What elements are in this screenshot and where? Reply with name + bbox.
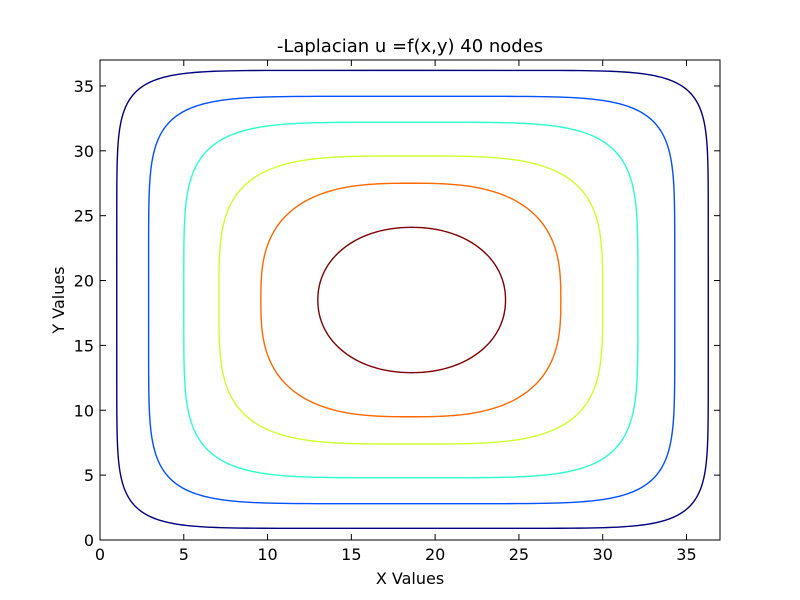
y-tick-label: 15 xyxy=(74,336,94,355)
y-tick-label: 25 xyxy=(74,207,94,226)
y-tick-label: 0 xyxy=(84,531,94,550)
y-tick-label: 30 xyxy=(74,142,94,161)
y-axis-label: Y Values xyxy=(49,266,68,334)
y-tick-label: 35 xyxy=(74,77,94,96)
x-tick-label: 30 xyxy=(593,545,613,564)
x-tick-label: 15 xyxy=(341,545,361,564)
contour-line-5 xyxy=(317,226,507,374)
y-tick-label: 10 xyxy=(74,401,94,420)
x-tick-label: 5 xyxy=(179,545,189,564)
y-tick-label: 5 xyxy=(84,466,94,485)
contour-line-1 xyxy=(147,95,676,505)
contour-line-3 xyxy=(218,155,604,445)
x-tick-label: 35 xyxy=(676,545,696,564)
x-tick-label: 25 xyxy=(509,545,529,564)
x-axis-label: X Values xyxy=(376,569,444,588)
contour-line-4 xyxy=(260,182,562,418)
contour-line-0 xyxy=(116,69,709,530)
x-tick-label: 10 xyxy=(257,545,277,564)
plot-frame xyxy=(99,59,721,541)
chart-title: -Laplacian u =f(x,y) 40 nodes xyxy=(277,36,543,57)
x-tick-label: 20 xyxy=(425,545,445,564)
contour-line-2 xyxy=(183,121,639,479)
y-tick-label: 20 xyxy=(74,272,94,291)
contour-lines xyxy=(116,69,709,530)
x-tick-label: 0 xyxy=(95,545,105,564)
axis-ticks: 0 5 10 15 20 25 30 35 0 5 10 15 20 25 30 35 xyxy=(74,60,720,564)
